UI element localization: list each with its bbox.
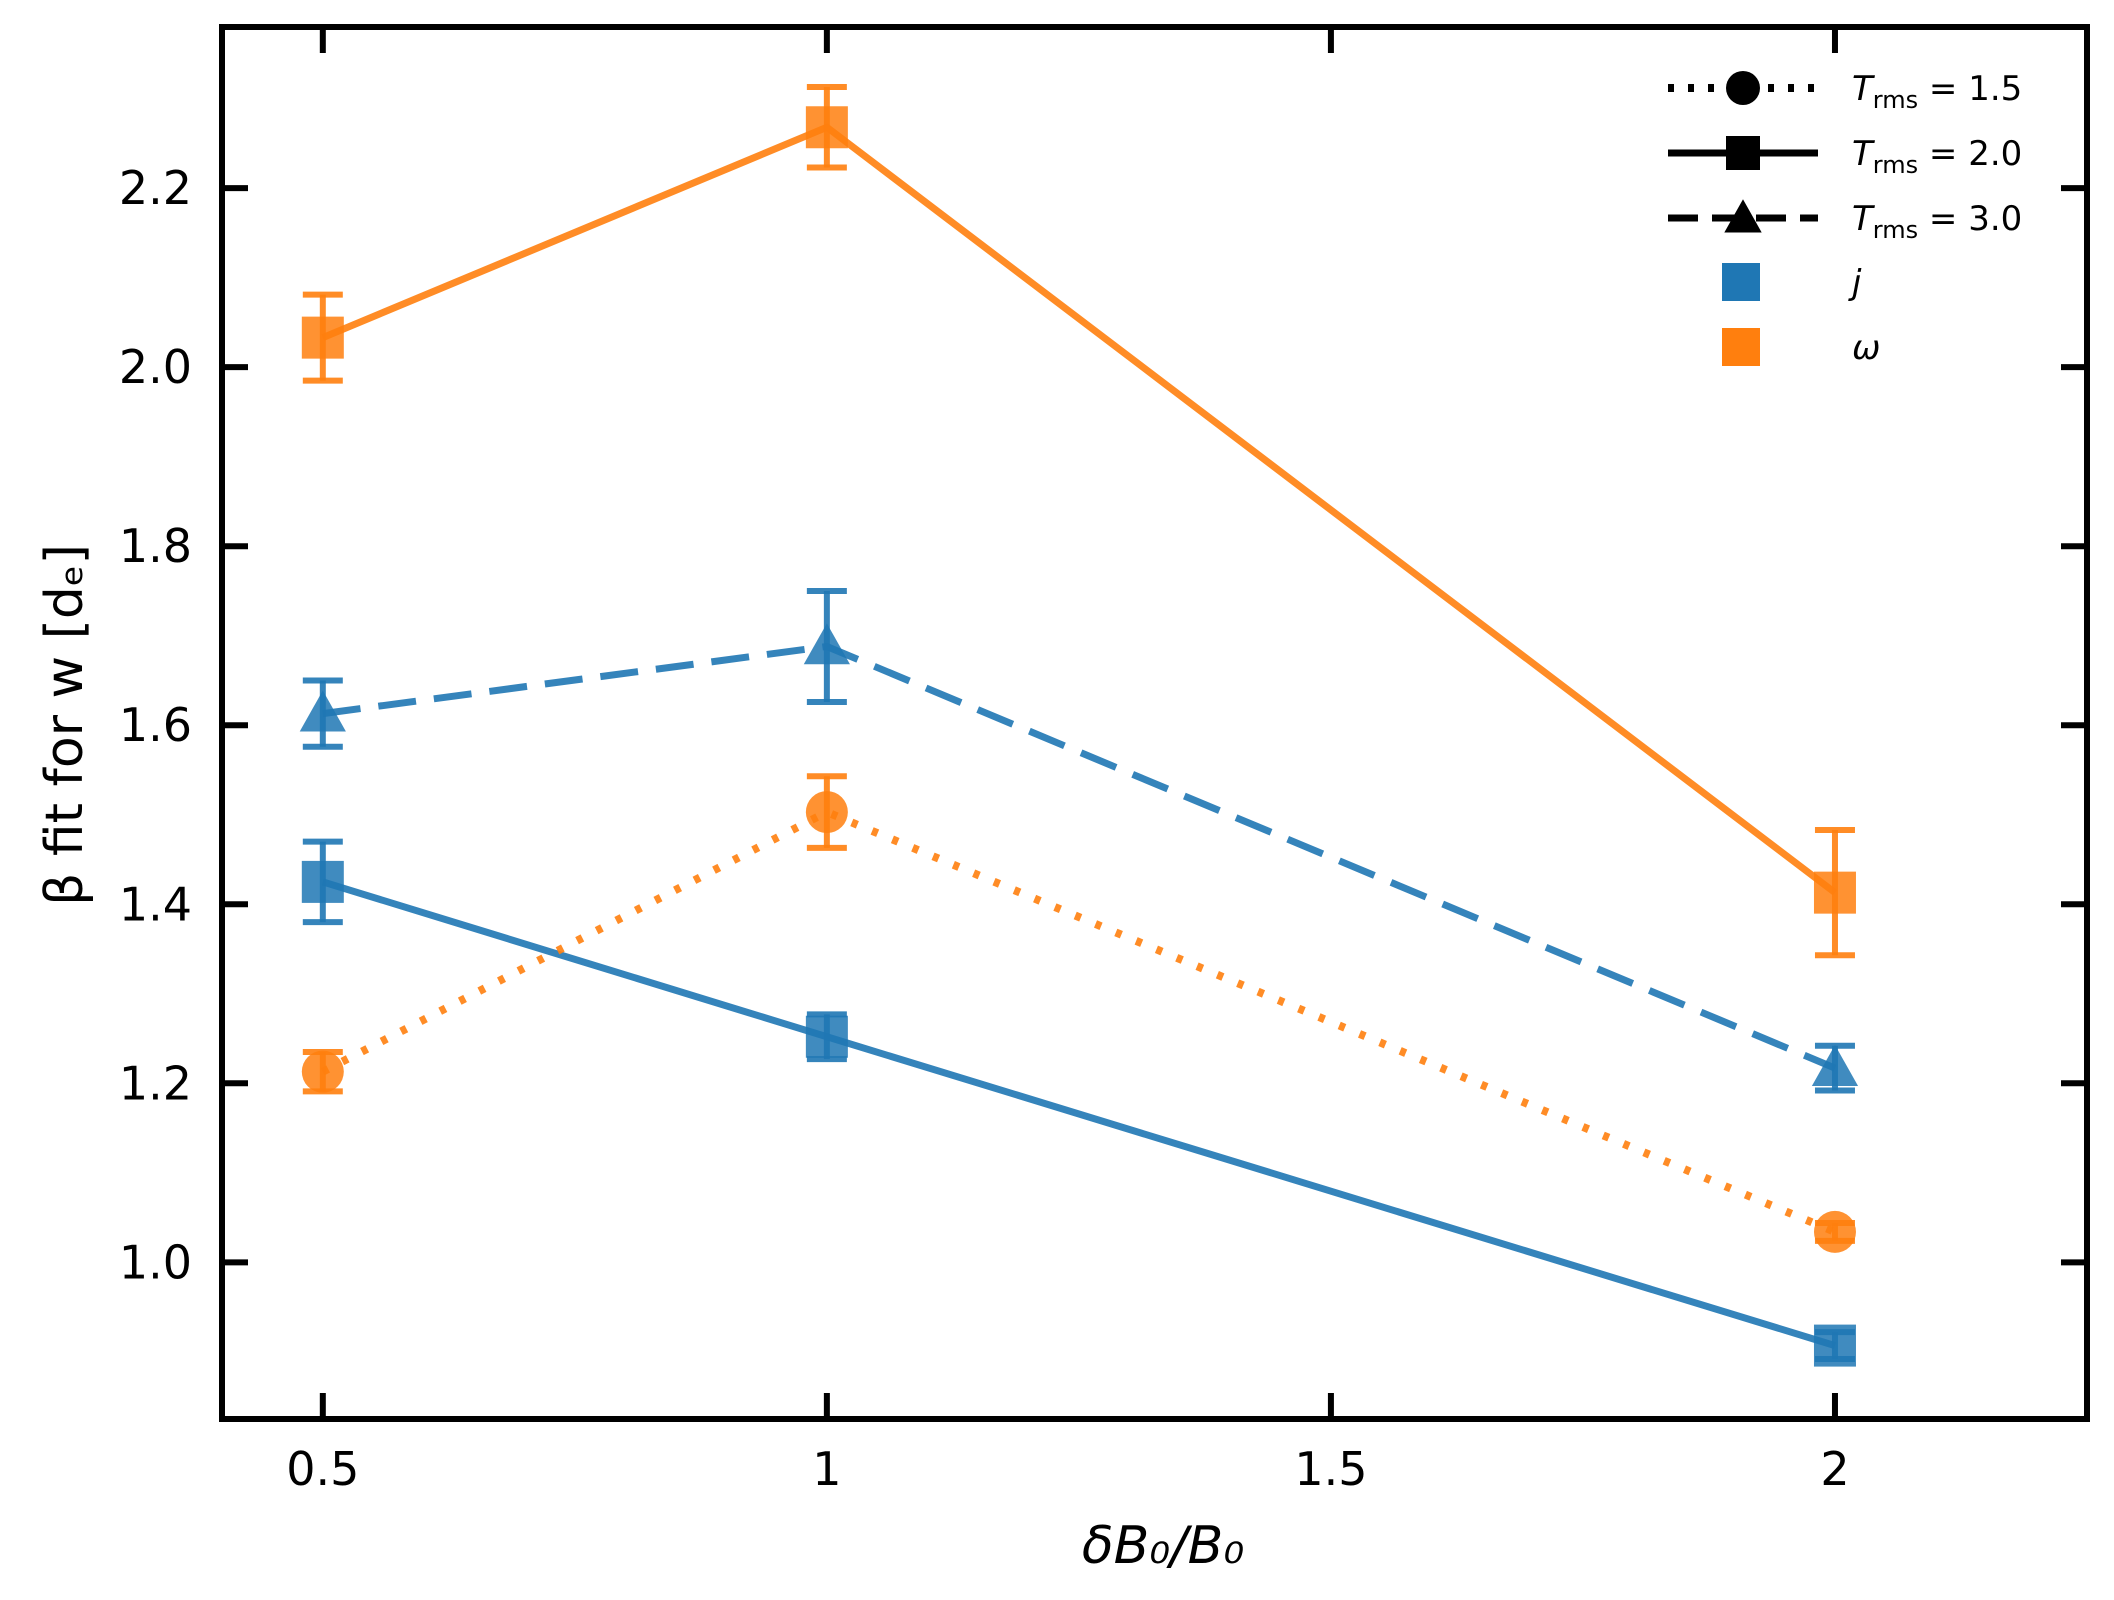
legend-entry-color: ω — [1722, 328, 1880, 368]
legend-label: Trms = 1.5 — [1852, 69, 2022, 114]
series-group — [301, 838, 1856, 1367]
legend-entry-style: Trms = 2.0 — [1668, 134, 2022, 179]
legend-label-val: = 1.5 — [1918, 69, 2022, 109]
triangle-marker — [803, 623, 850, 665]
y-tick-label: 1.4 — [119, 877, 192, 931]
triangle-marker — [1724, 199, 1762, 233]
legend-label-sub: rms — [1873, 151, 1918, 179]
plot-frame — [219, 24, 2090, 1422]
y-axis-label: β fit for w [dₑ] — [35, 544, 95, 906]
x-tick-label: 1 — [812, 1442, 841, 1496]
legend-color-swatch — [1722, 328, 1760, 366]
circle-marker — [1813, 1210, 1856, 1253]
legend-label-sub: rms — [1873, 86, 1918, 114]
circle-marker — [805, 791, 848, 834]
legend-label: j — [1848, 263, 1862, 303]
legend-color-swatch — [1722, 263, 1760, 301]
series-group — [301, 773, 1856, 1253]
legend-label-val: = 3.0 — [1918, 199, 2022, 239]
legend-label-sub: rms — [1873, 216, 1918, 244]
triangle-marker — [299, 690, 346, 732]
legend-entry-style: Trms = 3.0 — [1668, 199, 2022, 244]
y-tick-label: 1.2 — [119, 1056, 192, 1110]
legend-entry-color: j — [1722, 263, 1862, 303]
legend-label: Trms = 2.0 — [1852, 134, 2022, 179]
series-layer — [299, 83, 1859, 1367]
legend-label-var: T — [1852, 134, 1875, 174]
circle-marker — [301, 1050, 344, 1093]
legend-label-var: T — [1852, 69, 1875, 109]
circle-marker — [1726, 71, 1760, 105]
square-marker — [805, 106, 848, 149]
square-marker — [1726, 136, 1760, 170]
triangle-marker — [1811, 1044, 1859, 1086]
x-tick-label: 2 — [1820, 1442, 1849, 1496]
legend-label: Trms = 3.0 — [1852, 199, 2022, 244]
legend-label: ω — [1852, 328, 1880, 368]
ticks-layer: 0.5 1 1.5 2 1.0 1.2 1.4 1.6 1.8 2.0 2.2 — [119, 27, 2087, 1496]
y-tick-label: 1.0 — [119, 1235, 192, 1289]
y-tick-label: 1.6 — [119, 698, 192, 752]
square-marker — [805, 1015, 848, 1058]
square-marker — [301, 316, 344, 359]
square-marker — [301, 860, 344, 903]
square-marker — [1813, 1324, 1856, 1367]
legend-label-var: T — [1852, 199, 1875, 239]
y-tick-label: 2.0 — [119, 340, 192, 394]
series-group — [299, 587, 1859, 1094]
x-axis-label: δB₀/B₀ — [1082, 1516, 1245, 1576]
legend-label-val: = 2.0 — [1918, 134, 2022, 174]
square-marker — [1813, 871, 1856, 914]
y-tick-label: 1.8 — [119, 519, 192, 573]
legend-entry-style: Trms = 1.5 — [1668, 69, 2022, 114]
series-group — [301, 83, 1856, 959]
x-tick-label: 0.5 — [286, 1442, 359, 1496]
x-tick-label: 1.5 — [1294, 1442, 1367, 1496]
y-tick-label: 2.2 — [119, 161, 192, 215]
